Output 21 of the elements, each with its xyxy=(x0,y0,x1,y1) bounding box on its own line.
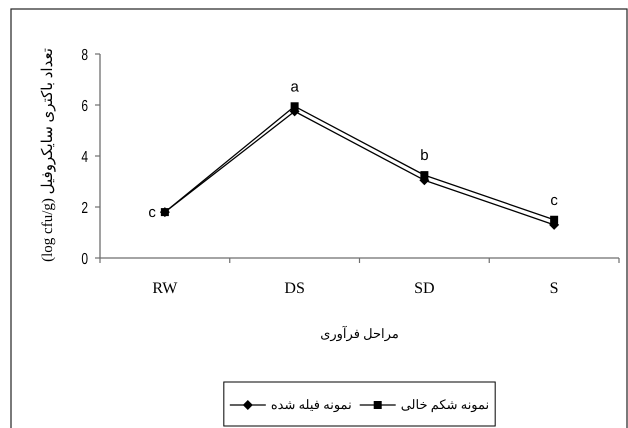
annotation: c xyxy=(148,204,156,222)
y-tick-label: 8 xyxy=(81,45,88,64)
point xyxy=(290,102,299,110)
y-axis-title: تعداد باکتری سایکروفیل (log cfu/g) xyxy=(40,48,56,262)
x-tick-label: RW xyxy=(152,280,178,297)
y-tick-label: 2 xyxy=(81,198,88,216)
y-tick-label: 0 xyxy=(81,249,88,268)
annotation: c xyxy=(550,192,558,209)
annotation: a xyxy=(290,78,300,96)
legend-label: نمونه شکم خالی xyxy=(400,397,490,413)
annotation: b xyxy=(420,147,429,164)
x-tick-label: SD xyxy=(414,280,435,297)
x-axis-title: مراحل فرآوری xyxy=(320,325,399,342)
y-tick-label: 6 xyxy=(81,96,88,114)
x-tick-label: DS xyxy=(284,280,305,297)
point xyxy=(160,208,169,216)
y-tick-label: 4 xyxy=(81,147,88,166)
legend-label: نمونه فیله شده xyxy=(270,397,352,413)
x-tick-label: S xyxy=(550,280,559,297)
point xyxy=(420,171,428,180)
point xyxy=(550,216,558,224)
